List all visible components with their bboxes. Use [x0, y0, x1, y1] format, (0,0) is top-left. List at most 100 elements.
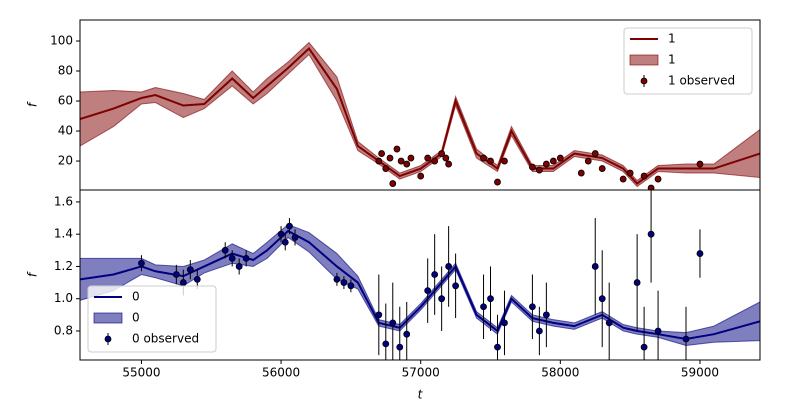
observed-point — [696, 250, 704, 257]
observed-point — [640, 343, 648, 351]
legend-label: 0 observed — [132, 332, 199, 346]
legend-label: 1 — [668, 32, 676, 46]
plot-area — [80, 190, 760, 360]
observed-point — [480, 303, 487, 311]
observed-point — [389, 319, 397, 327]
panel: 0.8 1.0 1.2 1.4 1.6 55000 56000 57000 58000 59000… — [26, 189, 761, 400]
observed-point — [535, 327, 543, 335]
legend-label: 0 — [132, 290, 140, 304]
observed-point — [633, 279, 641, 286]
mean-line — [80, 229, 760, 341]
observed-point — [382, 165, 390, 172]
observed-point — [431, 271, 439, 278]
observed-point — [403, 330, 411, 338]
observed-point — [277, 230, 285, 238]
observed-point — [598, 295, 606, 303]
observed-point — [424, 154, 432, 162]
observed-point — [494, 343, 501, 351]
y-tick-label: 40 — [58, 124, 73, 138]
legend-label: 0 — [132, 311, 140, 325]
observed-point — [438, 295, 446, 303]
observed-point — [591, 150, 599, 157]
axes-frame — [79, 189, 761, 361]
y-tick-label: 60 — [58, 94, 73, 108]
observed-point — [654, 175, 662, 183]
y-axis-label: f — [26, 271, 40, 277]
observed-point — [535, 166, 543, 174]
observed-point — [431, 157, 439, 165]
y-tick-label: 20 — [58, 154, 73, 168]
observed-point — [529, 163, 536, 171]
observed-point — [452, 282, 460, 290]
confidence-band — [80, 41, 760, 188]
observed-point — [424, 287, 432, 295]
observed-point — [682, 335, 690, 343]
observed-point — [389, 180, 397, 187]
observed-point — [501, 319, 508, 327]
observed-point — [549, 157, 557, 165]
observed-point — [386, 154, 394, 162]
y-tick-label: 1.4 — [54, 227, 73, 241]
x-tick-label: 57000 — [402, 366, 440, 380]
observed-point — [138, 259, 145, 267]
y-tick-label: 80 — [58, 64, 73, 78]
legend-patch — [629, 54, 659, 66]
observed-point — [228, 254, 236, 262]
observed-point — [378, 150, 386, 157]
observed-point — [281, 238, 289, 246]
observed-point — [598, 165, 606, 172]
observed-point — [286, 222, 293, 230]
legend-label: 1 — [668, 53, 676, 67]
x-axis-label: t — [418, 388, 424, 400]
observed-point — [397, 157, 405, 165]
legend-label: 1 observed — [668, 74, 735, 88]
observed-point — [417, 172, 425, 180]
legend-patch — [93, 312, 123, 324]
observed-point — [445, 263, 453, 270]
observed-point — [403, 160, 411, 168]
observed-point — [438, 150, 446, 157]
y-tick-label: 100 — [50, 34, 73, 48]
observed-point — [375, 157, 383, 165]
observed-point — [480, 154, 487, 162]
x-tick-label: 58000 — [541, 366, 579, 380]
legend-marker — [640, 77, 648, 85]
observed-point — [242, 254, 250, 262]
observed-point — [382, 340, 390, 348]
observed-point — [393, 145, 401, 153]
legend: 1 1 1 observed — [623, 27, 753, 95]
y-tick-label: 0.8 — [54, 323, 73, 337]
panel: 20 40 60 80 100 f 1 1 1 observed — [26, 19, 761, 191]
x-tick-label: 56000 — [262, 366, 300, 380]
observed-point — [529, 303, 536, 311]
observed-point — [487, 157, 494, 165]
y-tick-label: 1.6 — [54, 194, 73, 208]
observed-point — [235, 263, 243, 270]
observed-point — [396, 343, 404, 351]
observed-point — [340, 279, 348, 286]
observed-point — [193, 275, 201, 283]
observed-point — [577, 169, 585, 177]
observed-point — [542, 311, 550, 319]
observed-point — [487, 295, 494, 303]
observed-point — [605, 319, 613, 327]
legend-marker — [104, 335, 112, 343]
observed-point — [647, 184, 655, 190]
observed-point — [696, 160, 704, 168]
observed-point — [542, 160, 550, 168]
observed-point — [494, 178, 501, 186]
observed-point — [626, 169, 634, 177]
observed-point — [375, 311, 383, 319]
observed-point — [186, 266, 194, 274]
observed-point — [654, 327, 662, 335]
legend-box — [623, 27, 753, 95]
mean-line — [80, 46, 760, 185]
observed-point — [179, 279, 187, 286]
legend: 0 0 0 observed — [87, 285, 217, 353]
observed-point — [221, 246, 229, 254]
observed-point — [172, 271, 180, 278]
observed-point — [333, 275, 341, 283]
observed-point — [445, 160, 453, 168]
